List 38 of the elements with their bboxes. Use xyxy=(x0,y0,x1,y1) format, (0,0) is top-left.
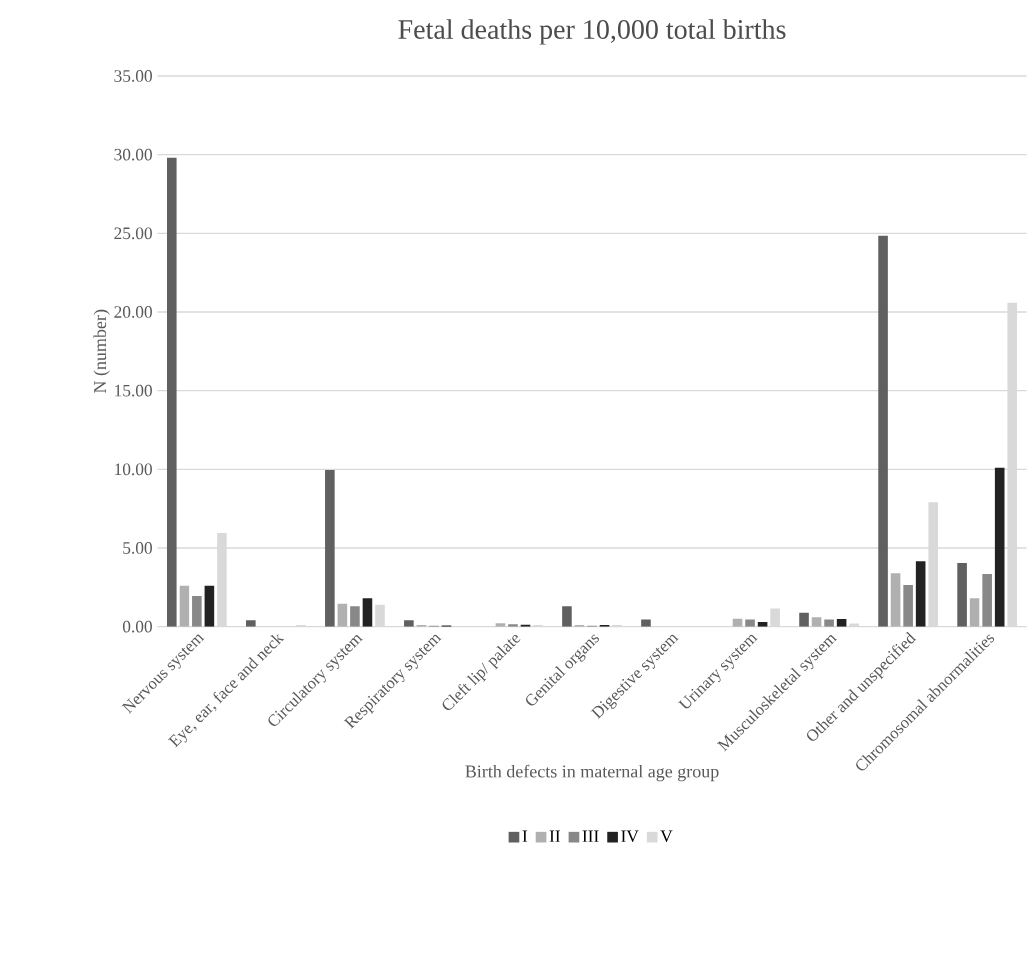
bar xyxy=(878,235,888,627)
y-tick-label: 5.00 xyxy=(123,542,152,555)
chart-title: Fetal deaths per 10,000 total births xyxy=(398,19,786,45)
bar xyxy=(404,620,414,627)
bar xyxy=(204,585,215,627)
bar xyxy=(562,606,572,627)
x-axis-title: Birth defects in maternal age group xyxy=(465,764,719,782)
legend-label: II xyxy=(549,830,560,843)
bar xyxy=(350,606,360,627)
bar xyxy=(890,573,901,627)
bar xyxy=(770,608,780,627)
bar xyxy=(957,563,967,627)
bar xyxy=(179,585,190,627)
bar xyxy=(375,604,385,627)
legend-label: IV xyxy=(621,830,639,843)
bar xyxy=(362,598,373,627)
bar xyxy=(915,561,926,627)
bar xyxy=(337,604,348,627)
legend-label: III xyxy=(582,830,599,843)
bar xyxy=(192,596,202,627)
y-tick-label: 10.00 xyxy=(115,463,152,476)
bar xyxy=(325,470,335,627)
bar xyxy=(166,157,177,627)
y-tick-label: 0.00 xyxy=(122,620,152,633)
legend-label: V xyxy=(660,830,673,843)
bar xyxy=(799,612,809,627)
bar xyxy=(903,585,913,627)
bar xyxy=(982,574,992,627)
y-tick-label: 30.00 xyxy=(114,148,152,161)
bar xyxy=(969,598,980,627)
y-tick-label: 15.00 xyxy=(115,384,152,397)
bar xyxy=(994,467,1005,627)
bar xyxy=(246,620,256,627)
y-tick-label: 35.00 xyxy=(114,70,152,83)
y-tick-label: 25.00 xyxy=(114,227,152,240)
y-axis-title: N (number) xyxy=(93,310,110,394)
legend-label: I xyxy=(522,830,528,843)
y-tick-label: 20.00 xyxy=(114,306,152,319)
